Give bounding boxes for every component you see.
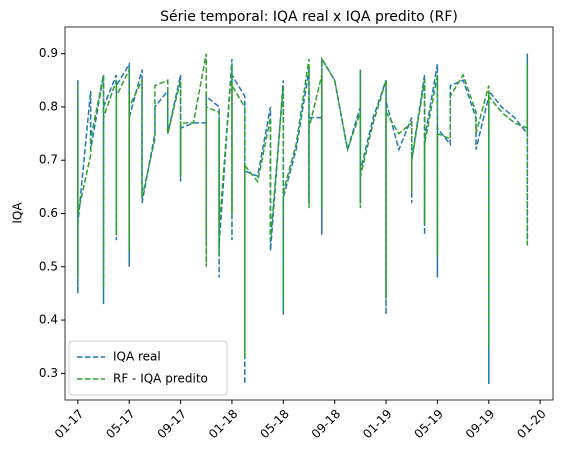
plot-frame xyxy=(64,26,554,401)
chart-title: Série temporal: IQA real x IQA predito (… xyxy=(160,9,458,25)
y-tick-label: 0.5 xyxy=(39,259,58,273)
y-tick-label: 0.7 xyxy=(39,153,58,167)
y-tick-label: 0.4 xyxy=(39,313,58,327)
legend-box xyxy=(68,340,228,396)
y-tick-label: 0.3 xyxy=(39,366,58,380)
y-tick-label: 0.9 xyxy=(39,46,58,60)
y-axis-label: IQA xyxy=(11,202,25,224)
series-line xyxy=(77,53,529,358)
legend-label: IQA real xyxy=(113,350,161,364)
y-tick-label: 0.8 xyxy=(39,99,58,113)
y-tick-label: 0.6 xyxy=(39,206,58,220)
legend-label: RF - IQA predito xyxy=(113,372,208,386)
